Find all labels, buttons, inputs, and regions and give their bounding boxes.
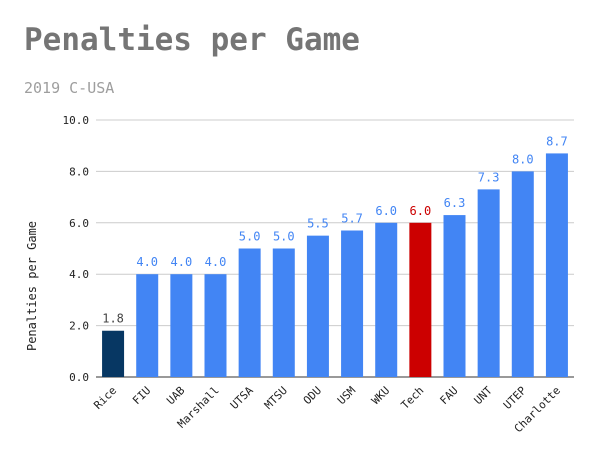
bar-fiu xyxy=(136,274,159,377)
bar-fau xyxy=(443,215,466,377)
bar-rice xyxy=(102,330,125,377)
y-tick-label: 2.0 xyxy=(69,320,89,333)
value-label: 5.5 xyxy=(307,217,329,231)
y-axis-label: Penalties per Game xyxy=(25,221,39,351)
x-tick-label: USM xyxy=(335,384,359,408)
x-tick-label: Rice xyxy=(91,384,119,412)
x-tick-label: UTSA xyxy=(228,384,256,412)
x-tick-label: FAU xyxy=(437,384,460,407)
x-tick-label: WKU xyxy=(369,384,392,407)
value-label: 1.8 xyxy=(102,312,124,326)
value-label: 5.0 xyxy=(273,230,295,244)
chart-subtitle: 2019 C-USA xyxy=(24,79,115,97)
x-tick-label: UAB xyxy=(164,384,188,408)
y-tick-label: 0.0 xyxy=(69,371,89,384)
value-label: 8.7 xyxy=(546,134,568,148)
bars xyxy=(102,153,568,377)
bar-utep xyxy=(511,171,534,377)
x-tick-label: UTEP xyxy=(501,384,529,412)
y-tick-label: 10.0 xyxy=(63,114,90,127)
x-tick-label: UNT xyxy=(472,384,496,408)
bar-odu xyxy=(306,235,329,377)
value-label: 4.0 xyxy=(136,255,158,269)
value-label: 5.7 xyxy=(341,212,363,226)
y-tick-label: 6.0 xyxy=(69,217,89,230)
bar-tech xyxy=(409,222,432,377)
value-label: 4.0 xyxy=(171,255,193,269)
x-tick-label: Tech xyxy=(399,384,427,412)
value-label: 5.0 xyxy=(239,230,261,244)
gridlines xyxy=(96,119,574,378)
value-label: 8.0 xyxy=(512,152,534,166)
bar-charlotte xyxy=(545,153,568,377)
value-label: 6.0 xyxy=(375,204,397,218)
value-label: 4.0 xyxy=(205,255,227,269)
value-label: 6.3 xyxy=(444,196,466,210)
bar-unt xyxy=(477,189,500,377)
bar-usm xyxy=(341,230,364,377)
x-tick-label: ODU xyxy=(301,384,324,407)
bar-mtsu xyxy=(272,248,295,377)
x-tick-label: MTSU xyxy=(262,384,290,412)
bar-uab xyxy=(170,274,193,377)
value-label: 7.3 xyxy=(478,170,500,184)
y-tick-label: 4.0 xyxy=(69,268,89,281)
bar-utsa xyxy=(238,248,261,377)
x-tick-label: FIU xyxy=(130,384,153,407)
y-axis-ticks: 0.0 2.0 4.0 6.0 8.0 10.0 xyxy=(63,114,90,384)
y-tick-label: 8.0 xyxy=(69,165,89,178)
chart-title: Penalties per Game xyxy=(24,22,360,58)
value-label: 6.0 xyxy=(410,204,432,218)
bar-wku xyxy=(375,222,398,377)
bar-marshall xyxy=(204,274,227,377)
value-labels: 1.8 4.0 4.0 4.0 5.0 5.0 5.5 5.7 6.0 6.0 6.3 7.3 8.0 8… xyxy=(102,134,568,325)
